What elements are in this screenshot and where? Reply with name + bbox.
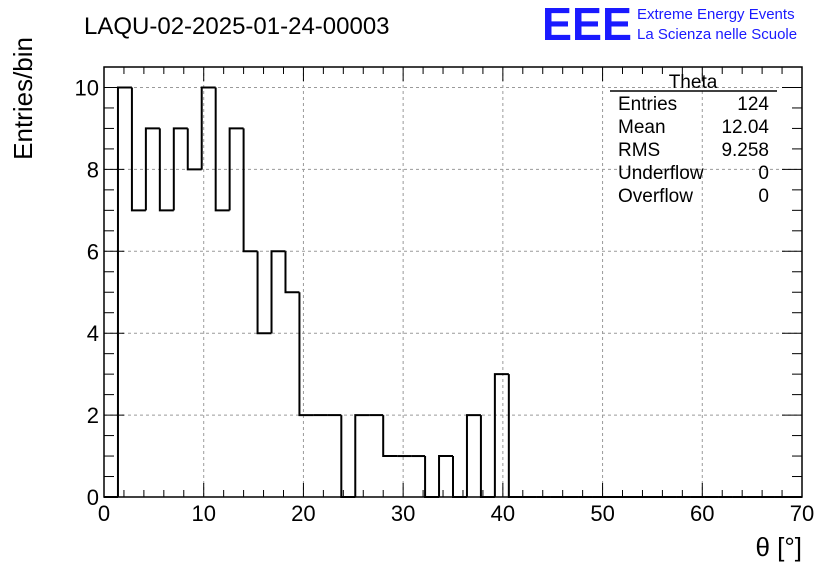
x-tick-label: 20 xyxy=(291,501,315,526)
plot-frame xyxy=(103,66,803,498)
stats-label: RMS xyxy=(618,140,660,161)
histogram-bin xyxy=(438,455,453,497)
tick-labels: 0 10 20 30 40 50 60 70 0 2 4 6 8 10 xyxy=(75,75,815,526)
histogram-bin xyxy=(158,128,174,212)
eee-logo: EEE xyxy=(542,0,632,50)
x-tick-label: 0 xyxy=(98,501,110,526)
histogram-bin xyxy=(200,86,216,170)
stats-value: 12.04 xyxy=(721,117,769,138)
y-tick-label: 6 xyxy=(87,239,99,264)
histogram-bin xyxy=(186,128,202,171)
x-tick-label: 40 xyxy=(491,501,515,526)
histogram-bin xyxy=(116,86,132,497)
histogram-bin xyxy=(172,127,188,211)
y-tick-label: 4 xyxy=(87,321,99,346)
histogram-bin xyxy=(228,127,244,211)
histogram-bin xyxy=(270,250,286,334)
stats-label: Underflow xyxy=(618,163,704,184)
histogram-bin xyxy=(284,251,300,294)
stats-rows: Entries 124 Mean 12.04 RMS 9.258 Underflow 0 Ove… xyxy=(618,94,769,207)
stats-value: 0 xyxy=(758,163,769,184)
stats-label: Mean xyxy=(618,117,666,138)
x-tick-label: 30 xyxy=(391,501,415,526)
histogram-bin xyxy=(382,415,398,458)
histogram-bin xyxy=(242,128,258,253)
x-tick-label: 50 xyxy=(590,501,614,526)
grid xyxy=(104,67,802,497)
histogram-bin xyxy=(256,251,272,335)
stats-value: 9.258 xyxy=(721,140,769,161)
stats-label: Entries xyxy=(618,94,677,115)
x-tick-label: 70 xyxy=(790,501,814,526)
y-axis-label: Entries/bin xyxy=(8,37,38,160)
histogram-bin xyxy=(298,292,314,417)
x-tick-label: 60 xyxy=(690,501,714,526)
histogram-bars xyxy=(104,86,802,498)
logo-line-2: La Scienza nelle Scuole xyxy=(637,26,797,43)
histogram-bin xyxy=(130,87,146,212)
histogram-bin xyxy=(465,414,481,497)
stats-title: Theta xyxy=(669,72,718,93)
histogram-bin xyxy=(424,456,440,498)
histogram-bin xyxy=(144,127,160,211)
stats-value: 124 xyxy=(737,94,769,115)
stats-box: Theta Entries 124 Mean 12.04 RMS 9.258 Underfl… xyxy=(610,72,777,207)
histogram-bin xyxy=(507,374,523,498)
y-tick-label: 2 xyxy=(87,403,99,428)
x-tick-label: 10 xyxy=(191,501,215,526)
chart-title: LAQU-02-2025-01-24-00003 xyxy=(84,13,390,40)
histogram-bin xyxy=(354,414,370,497)
stats-label: Overflow xyxy=(618,186,693,207)
histogram-bin xyxy=(452,456,467,498)
histogram-bin xyxy=(214,87,230,212)
x-axis-label: θ [°] xyxy=(755,532,802,562)
logo-line-1: Extreme Energy Events xyxy=(637,6,795,23)
histogram-bin xyxy=(493,373,509,497)
histogram-bin xyxy=(340,415,356,498)
axis-ticks xyxy=(103,67,803,498)
histogram-bin xyxy=(479,415,495,498)
stats-value: 0 xyxy=(758,186,769,207)
y-tick-label: 8 xyxy=(87,157,99,182)
y-tick-label: 0 xyxy=(87,485,99,510)
y-tick-label: 10 xyxy=(75,75,99,100)
